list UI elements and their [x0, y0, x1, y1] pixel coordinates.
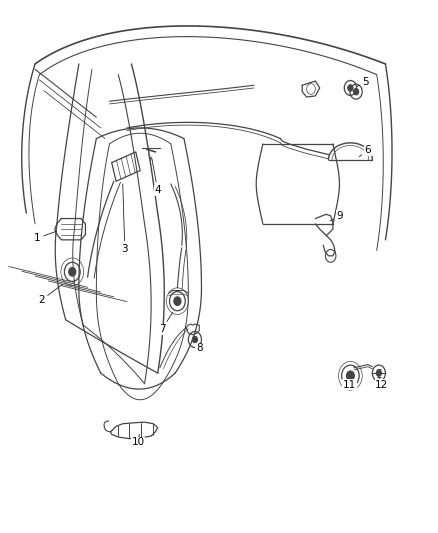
Circle shape — [174, 297, 181, 305]
Text: 1: 1 — [34, 231, 57, 243]
Circle shape — [376, 370, 381, 376]
Text: 4: 4 — [152, 157, 161, 195]
Circle shape — [353, 88, 359, 95]
Text: 10: 10 — [131, 434, 145, 447]
Text: 12: 12 — [375, 377, 389, 390]
Text: 3: 3 — [121, 184, 128, 254]
Text: 5: 5 — [357, 77, 369, 86]
Text: 9: 9 — [330, 211, 343, 221]
Text: 2: 2 — [38, 284, 63, 305]
Text: 7: 7 — [159, 312, 173, 334]
Circle shape — [348, 85, 353, 91]
Circle shape — [69, 268, 76, 276]
Circle shape — [346, 371, 354, 381]
Text: 6: 6 — [359, 146, 371, 157]
Circle shape — [192, 336, 198, 343]
Text: 8: 8 — [195, 340, 203, 353]
Text: 11: 11 — [343, 378, 356, 390]
